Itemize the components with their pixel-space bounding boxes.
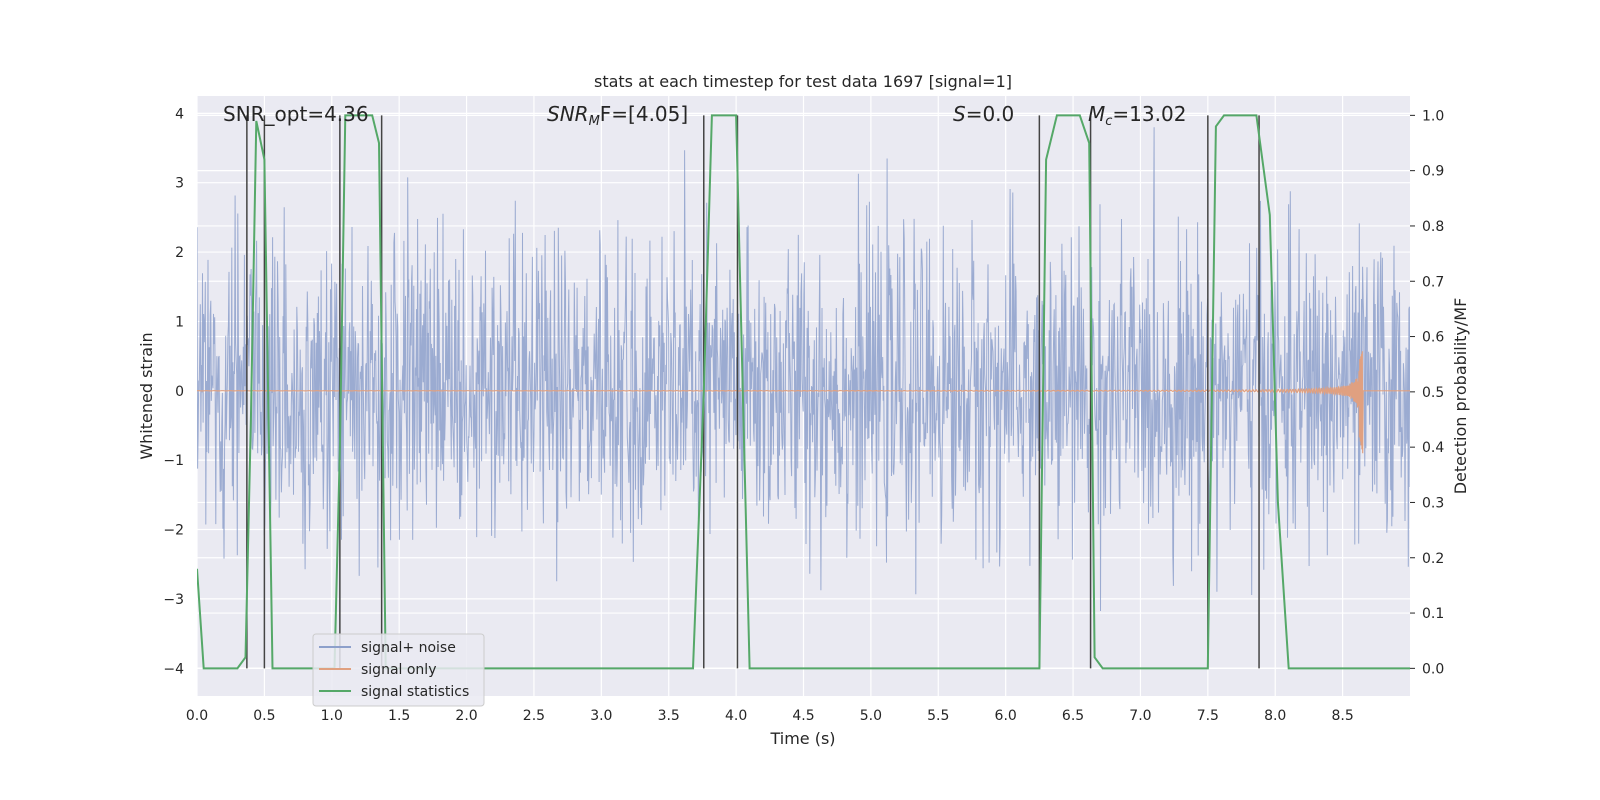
y-left-tick-label: −4: [163, 661, 184, 677]
x-tick-label: 8.5: [1331, 708, 1353, 724]
y-right-tick-label: 0.4: [1422, 440, 1444, 456]
x-tick-label: 6.5: [1062, 708, 1084, 724]
x-tick-label: 7.5: [1197, 708, 1219, 724]
y-right-tick-label: 0.2: [1422, 551, 1444, 567]
annotation-s-main: S: [953, 102, 966, 126]
x-tick-label: 8.0: [1264, 708, 1286, 724]
x-axis-label: Time (s): [769, 729, 835, 748]
x-tick-label: 2.5: [523, 708, 545, 724]
y-left-tick-label: 3: [175, 176, 184, 192]
x-tick-label: 3.5: [658, 708, 680, 724]
annotation-snr-mf-main: SNR: [547, 102, 589, 126]
annotation-s-rest: =0.0: [966, 102, 1015, 126]
chart-title: stats at each timestep for test data 169…: [594, 72, 1012, 91]
x-tick-label: 3.0: [590, 708, 612, 724]
y-right-tick-label: 0.0: [1422, 661, 1444, 677]
x-axis-ticks: 0.0 0.5 1.0 1.5 2.0 2.5 3.0 3.5 4.0 4.5 5.0 5.5 6.0 6…: [186, 708, 1354, 724]
x-tick-label: 0.5: [253, 708, 275, 724]
y-axis-right-label: Detection probability/MF: [1451, 298, 1470, 495]
x-tick-label: 1.5: [388, 708, 410, 724]
y-right-tick-label: 0.7: [1422, 274, 1444, 290]
legend: signal+ noise signal only signal statist…: [312, 633, 485, 707]
annotation-mc-main: M: [1088, 102, 1105, 126]
annotation-mc: Mc=13.02: [1088, 102, 1186, 129]
legend-box: [312, 633, 485, 707]
y-left-tick-label: 4: [175, 106, 184, 122]
x-tick-label: 0.0: [186, 708, 208, 724]
legend-label-stats: signal statistics: [361, 684, 469, 700]
y-left-tick-label: 1: [175, 314, 184, 330]
x-tick-label: 5.5: [927, 708, 949, 724]
signal-statistics-series: [197, 114, 1410, 670]
y-right-tick-label: 0.3: [1422, 495, 1444, 511]
x-tick-label: 5.0: [860, 708, 882, 724]
annotation-snr-mf: SNRMF=[4.05]: [547, 102, 688, 129]
y-left-tick-label: −2: [163, 523, 184, 539]
x-tick-label: 4.0: [725, 708, 747, 724]
y-right-tick-label: 0.6: [1422, 330, 1444, 346]
x-tick-label: 1.0: [321, 708, 343, 724]
y-right-tick-label: 0.1: [1422, 606, 1444, 622]
annotation-mc-sub: c: [1105, 114, 1112, 129]
x-tick-label: 4.5: [792, 708, 814, 724]
annotation-snr-mf-rest: F=[4.05]: [600, 102, 688, 126]
x-tick-label: 6.0: [995, 708, 1017, 724]
y-right-tick-label: 0.5: [1422, 385, 1444, 401]
annotation-s: S=0.0: [953, 102, 1014, 126]
y-left-tick-label: −1: [163, 453, 184, 469]
y-right-tick-label: 1.0: [1422, 108, 1444, 124]
y-left-tick-label: −3: [163, 592, 184, 608]
stats-trace: [197, 114, 1410, 670]
annotation-mc-rest: =13.02: [1112, 102, 1186, 126]
legend-label-noise: signal+ noise: [361, 640, 456, 656]
y-left-tick-label: 0: [175, 384, 184, 400]
x-tick-label: 7.0: [1129, 708, 1151, 724]
annotation-snr-opt: SNR_opt=4.36: [223, 102, 369, 126]
legend-label-signal: signal only: [361, 662, 436, 678]
y-axis-right-ticks: 1.0 0.9 0.8 0.7 0.6 0.5 0.4 0.3 0.2 0.1 0.0: [1410, 108, 1444, 677]
y-axis-left-label: Whitened strain: [137, 332, 156, 459]
x-tick-label: 2.0: [455, 708, 477, 724]
y-right-tick-label: 0.9: [1422, 164, 1444, 180]
annotation-snr-mf-sub: M: [589, 114, 600, 129]
y-left-tick-label: 2: [175, 245, 184, 261]
y-axis-left-ticks: 4 3 2 1 0 −1 −2 −3 −4: [163, 106, 184, 677]
y-right-tick-label: 0.8: [1422, 219, 1444, 235]
